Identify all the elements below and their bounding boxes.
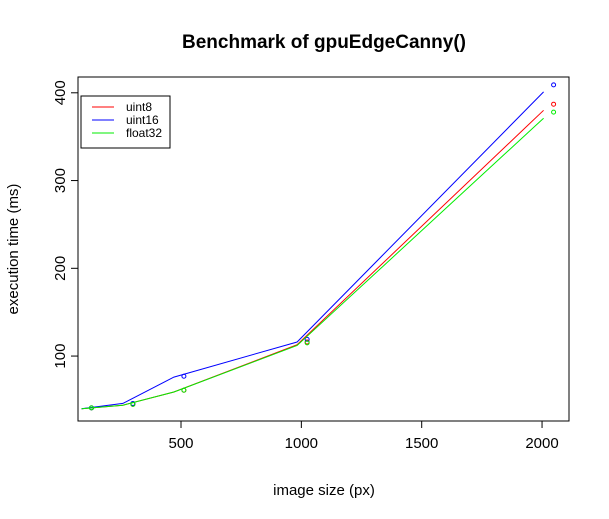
legend-label: float32 <box>126 126 162 140</box>
y-tick-label: 300 <box>52 168 69 193</box>
x-tick-label: 500 <box>168 435 193 452</box>
y-tick-label: 100 <box>52 344 69 369</box>
series-float32 <box>81 109 557 411</box>
data-point <box>88 405 94 411</box>
data-point <box>551 82 557 88</box>
x-axis: 500 1000 1500 2000 <box>168 421 559 452</box>
plot-area <box>77 76 570 422</box>
data-point <box>551 101 557 107</box>
data-point <box>181 387 187 393</box>
data-point <box>181 373 187 379</box>
y-axis: 100 200 300 400 <box>52 80 78 369</box>
legend-label: uint8 <box>126 100 152 114</box>
x-tick-label: 1000 <box>285 435 318 452</box>
y-axis-label: execution time (ms) <box>5 184 22 315</box>
x-tick-label: 2000 <box>525 435 558 452</box>
data-point <box>304 340 310 346</box>
data-point <box>551 109 557 115</box>
series-line <box>81 117 544 410</box>
legend-box <box>80 95 171 149</box>
series-line <box>81 91 544 410</box>
series-line <box>81 109 544 410</box>
data-point <box>130 401 136 407</box>
y-tick-label: 400 <box>52 80 69 105</box>
series-layer <box>81 82 557 411</box>
chart-title: Benchmark of gpuEdgeCanny() <box>182 32 466 53</box>
y-tick-label: 200 <box>52 256 69 281</box>
x-tick-label: 1500 <box>405 435 438 452</box>
x-axis-label: image size (px) <box>273 482 375 499</box>
legend-label: uint16 <box>126 113 159 127</box>
